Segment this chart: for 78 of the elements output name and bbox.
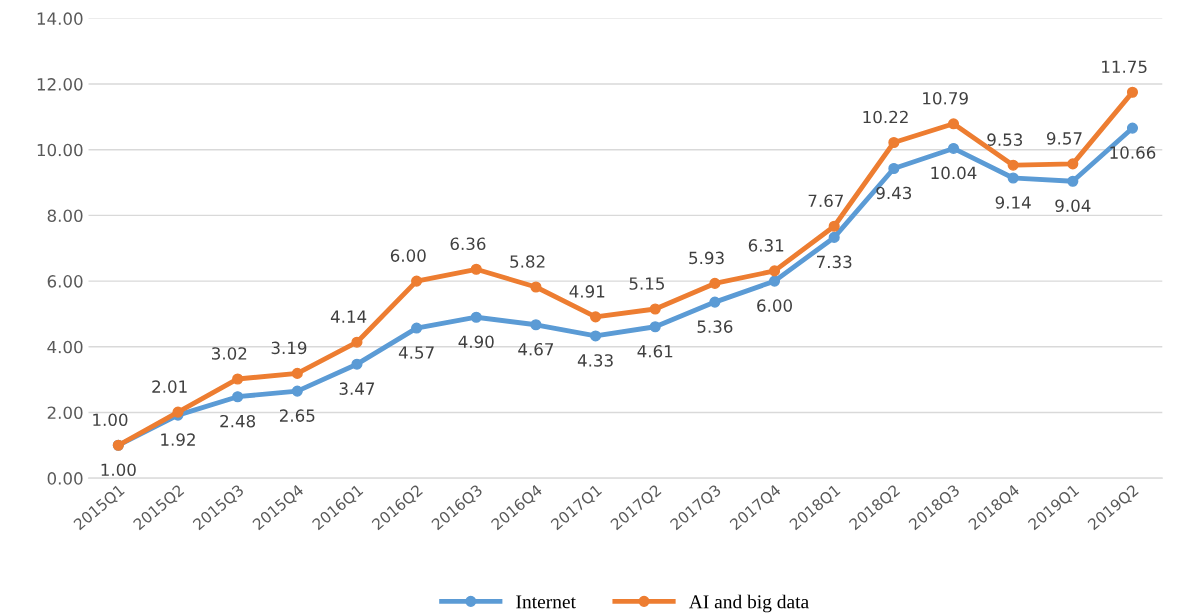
point (1067, 175, 1079, 187)
data-label: 3.19 (271, 341, 307, 355)
point (828, 231, 840, 243)
point (232, 373, 244, 385)
point (768, 265, 781, 277)
data-label: 4.90 (458, 335, 494, 349)
data-label: 10.22 (863, 110, 908, 124)
data-label: 4.33 (577, 354, 613, 367)
data-label: 4.57 (398, 346, 434, 359)
data-label: 6.36 (450, 237, 486, 251)
point (888, 136, 900, 149)
point (470, 311, 482, 323)
point (411, 322, 423, 334)
point (709, 296, 721, 308)
point (351, 336, 363, 348)
point (828, 220, 840, 232)
data-label: 3.02 (212, 347, 247, 360)
point (291, 367, 303, 379)
data-label: 1.00 (101, 463, 136, 477)
y-tick-label: 8.00 (47, 209, 83, 222)
data-label: 3.47 (339, 382, 375, 395)
data-label: 6.00 (390, 249, 426, 262)
y-tick-label: 6.00 (47, 275, 83, 288)
point (232, 391, 244, 403)
point (649, 303, 661, 315)
point (1007, 172, 1019, 184)
data-label: 7.67 (808, 194, 843, 208)
point (888, 162, 900, 175)
legend-label: AI and big data (688, 594, 809, 613)
data-label: 5.36 (697, 320, 733, 333)
data-label: 11.75 (1102, 60, 1147, 74)
y-tick-label: 2.00 (47, 406, 83, 420)
point (1126, 122, 1139, 134)
y-tick-label: 0.00 (47, 472, 83, 485)
data-label: 10.79 (923, 91, 968, 105)
data-label: 1.00 (93, 413, 128, 427)
data-label: 2.01 (152, 380, 187, 393)
point (947, 118, 960, 130)
point (351, 358, 363, 370)
data-label: 10.66 (1110, 146, 1156, 159)
point (411, 275, 423, 287)
point (530, 281, 542, 293)
data-label: 5.82 (510, 255, 545, 268)
data-label: 9.14 (995, 196, 1031, 209)
point (649, 321, 661, 333)
data-label: 5.93 (689, 251, 724, 265)
data-label: 9.53 (987, 133, 1023, 146)
data-label: 4.14 (330, 310, 367, 323)
data-label: 2.48 (220, 414, 256, 428)
data-label: 5.15 (629, 277, 664, 290)
data-label: 9.57 (1046, 132, 1082, 145)
point (1126, 86, 1139, 98)
point (947, 142, 960, 154)
point (768, 275, 781, 287)
point (530, 319, 542, 331)
data-label: 2.65 (279, 409, 315, 422)
data-label: 9.04 (1055, 199, 1091, 213)
point (590, 330, 602, 342)
point (1007, 159, 1019, 171)
point (1067, 158, 1079, 170)
y-tick-label: 4.00 (47, 340, 83, 354)
point (291, 385, 303, 397)
point (470, 263, 482, 275)
point (709, 277, 721, 289)
data-label: 6.31 (748, 239, 784, 252)
data-label: 9.43 (876, 186, 912, 200)
data-label: 6.00 (757, 299, 792, 312)
data-label: 1.92 (161, 433, 195, 446)
point (590, 311, 602, 323)
data-label: 4.67 (518, 342, 554, 356)
data-label: 10.04 (931, 166, 977, 180)
data-label: 4.91 (569, 285, 605, 298)
data-label: 4.61 (637, 344, 673, 358)
data-label: 7.33 (817, 255, 852, 269)
legend-label: Internet (516, 595, 576, 609)
y-tick-label: 14.00 (37, 12, 83, 25)
y-tick-label: 12.00 (37, 78, 83, 91)
y-tick-label: 10.00 (37, 143, 83, 157)
